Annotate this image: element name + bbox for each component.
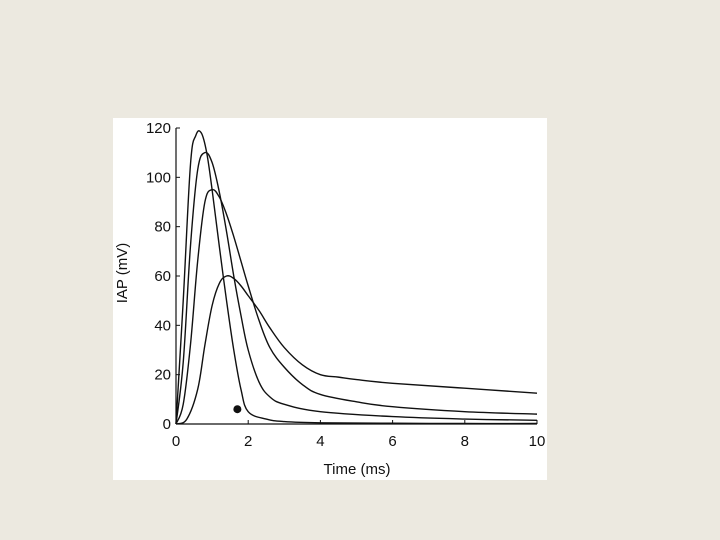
y-tick-label: 40 <box>154 317 171 334</box>
series-line-3 <box>175 188 538 425</box>
x-tick-label: 10 <box>529 433 546 450</box>
figure-panel: 0 2 4 6 8 10 0 20 40 60 80 100 120 Time (ms) IAP (mV… <box>113 118 547 480</box>
y-tick-label: 20 <box>154 367 171 384</box>
series-line-4 <box>175 275 538 425</box>
series-line-1 <box>175 130 538 425</box>
y-axis-label: IAP (mV) <box>114 243 131 304</box>
series-group <box>175 130 538 425</box>
x-tick-label: 6 <box>388 433 396 450</box>
y-tick-label: 100 <box>146 169 171 186</box>
y-tick-label: 120 <box>146 120 171 137</box>
y-tick-label: 80 <box>154 219 171 236</box>
y-tick-label: 0 <box>163 416 171 433</box>
x-tick-label: 2 <box>244 433 252 450</box>
y-tick-label: 60 <box>154 268 171 285</box>
x-axis-label: Time (ms) <box>324 461 391 478</box>
x-tick-label: 0 <box>172 433 180 450</box>
series-line-2 <box>175 151 538 425</box>
marker-dot <box>233 405 242 414</box>
x-tick-label: 4 <box>316 433 324 450</box>
x-tick-label: 8 <box>461 433 469 450</box>
